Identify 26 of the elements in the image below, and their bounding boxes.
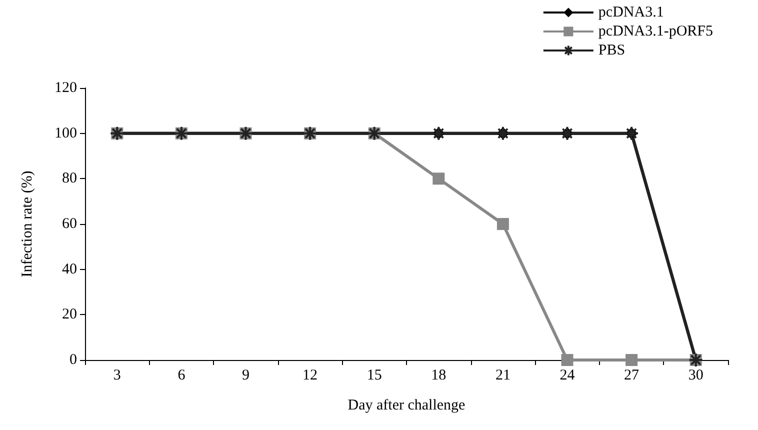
y-tick-label: 120 [54, 80, 77, 96]
x-axis-title: Day after challenge [348, 398, 466, 414]
y-tick-label: 100 [54, 125, 77, 142]
y-tick-label: 0 [70, 352, 77, 368]
x-tick-label: 15 [366, 368, 382, 384]
y-tick-label: 40 [62, 261, 77, 278]
x-tick-label: 6 [178, 368, 186, 384]
x-tick-label: 12 [302, 368, 318, 384]
y-tick-label: 60 [62, 216, 77, 232]
x-tick-label: 3 [113, 368, 121, 384]
point [432, 172, 445, 185]
x-tick-label: 9 [242, 368, 250, 384]
x-tick-label: 21 [495, 368, 510, 384]
y-axis-title: Infection rate (%) [20, 170, 36, 278]
point [626, 354, 638, 366]
x-tick-label: 27 [624, 368, 640, 384]
point [561, 354, 574, 366]
y-tick-label: 20 [62, 306, 77, 323]
legend-label: PBS [598, 42, 626, 58]
x-tick-label: 18 [431, 368, 446, 384]
x-tick-label: 24 [560, 368, 576, 384]
x-tick-label: 30 [688, 368, 704, 384]
point [496, 218, 509, 230]
legend-label: pcDNA3.1 [598, 4, 664, 20]
y-tick-label: 80 [62, 170, 77, 187]
legend-label: pcDNA3.1-pORF5 [598, 24, 714, 40]
